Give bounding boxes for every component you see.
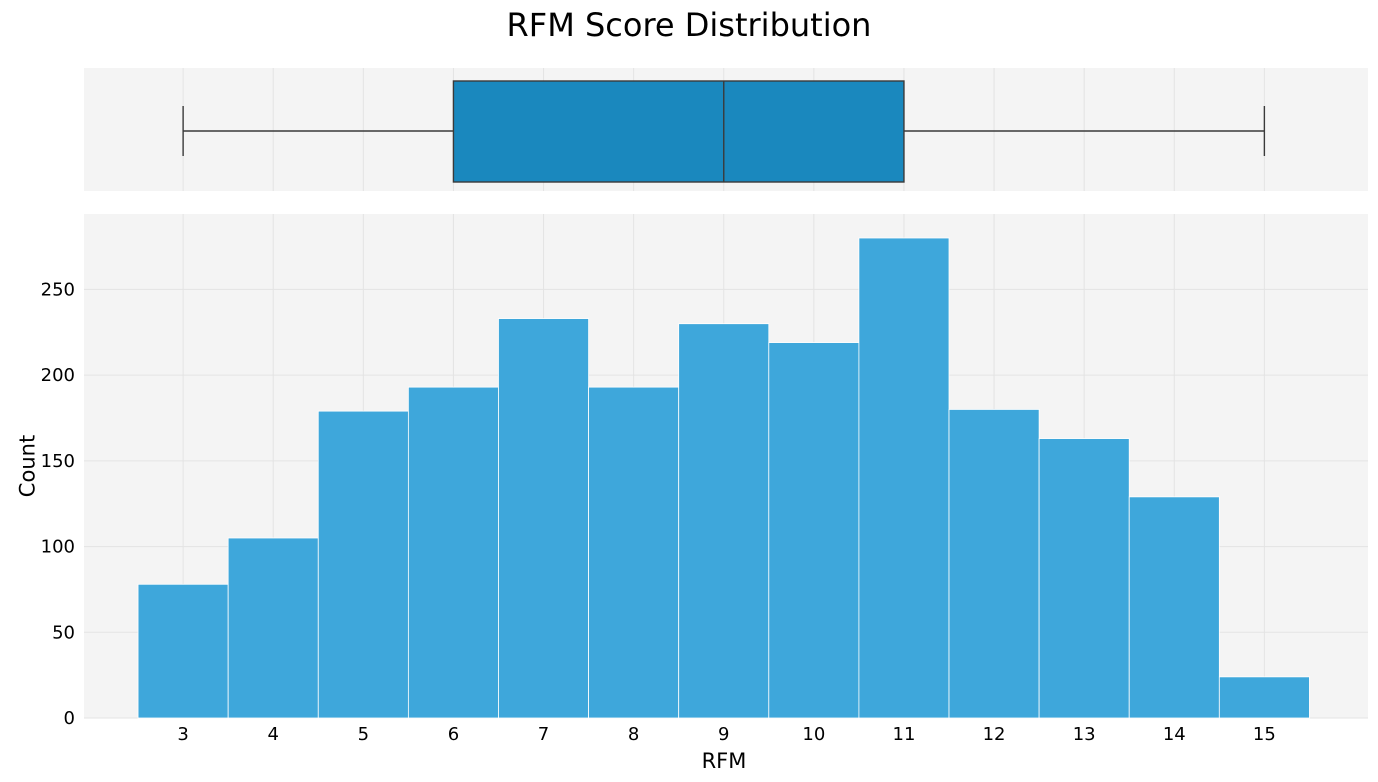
y-tick-label: 200 <box>41 365 75 386</box>
y-tick-label: 150 <box>41 451 75 472</box>
boxplot-panel <box>84 68 1368 191</box>
histogram-bar <box>227 537 319 719</box>
x-tick-label: 6 <box>448 724 459 745</box>
y-tick-label: 250 <box>41 279 75 300</box>
x-tick-label: 7 <box>538 724 549 745</box>
x-tick-label: 4 <box>267 724 278 745</box>
y-axis-ticks: 0 50 100 150 200 250 <box>41 279 75 729</box>
histogram-bar <box>498 318 589 719</box>
y-tick-label: 50 <box>52 622 75 643</box>
histogram-bar <box>678 323 770 719</box>
x-tick-label: 8 <box>628 724 639 745</box>
x-tick-label: 10 <box>802 724 825 745</box>
histogram-bar <box>317 410 409 719</box>
histogram-bar <box>407 386 499 719</box>
boxplot-box <box>452 80 905 183</box>
histogram-bar <box>1128 496 1220 719</box>
x-tick-label: 12 <box>983 724 1006 745</box>
x-tick-label: 15 <box>1253 724 1276 745</box>
x-tick-label: 14 <box>1163 724 1186 745</box>
x-tick-label: 11 <box>893 724 916 745</box>
histogram-bar <box>1218 676 1310 719</box>
histogram-bar <box>137 583 229 719</box>
x-axis-label: RFM <box>702 749 747 773</box>
histogram-bar <box>1038 438 1130 719</box>
x-tick-label: 13 <box>1073 724 1096 745</box>
y-axis-label: Count <box>15 435 39 497</box>
x-tick-label: 3 <box>177 724 188 745</box>
y-tick-label: 0 <box>64 708 75 729</box>
histogram-bar <box>948 409 1040 719</box>
histogram-bar <box>768 342 860 719</box>
y-tick-label: 100 <box>41 537 75 558</box>
x-axis-ticks: 3 4 5 6 7 8 9 10 11 12 13 14 15 <box>177 724 1275 745</box>
histogram-bar <box>858 237 950 719</box>
chart-title: RFM Score Distribution <box>507 6 872 44</box>
x-tick-label: 5 <box>358 724 369 745</box>
histogram-bars <box>137 237 1310 719</box>
x-tick-label: 9 <box>718 724 729 745</box>
histogram-bar <box>588 386 680 719</box>
